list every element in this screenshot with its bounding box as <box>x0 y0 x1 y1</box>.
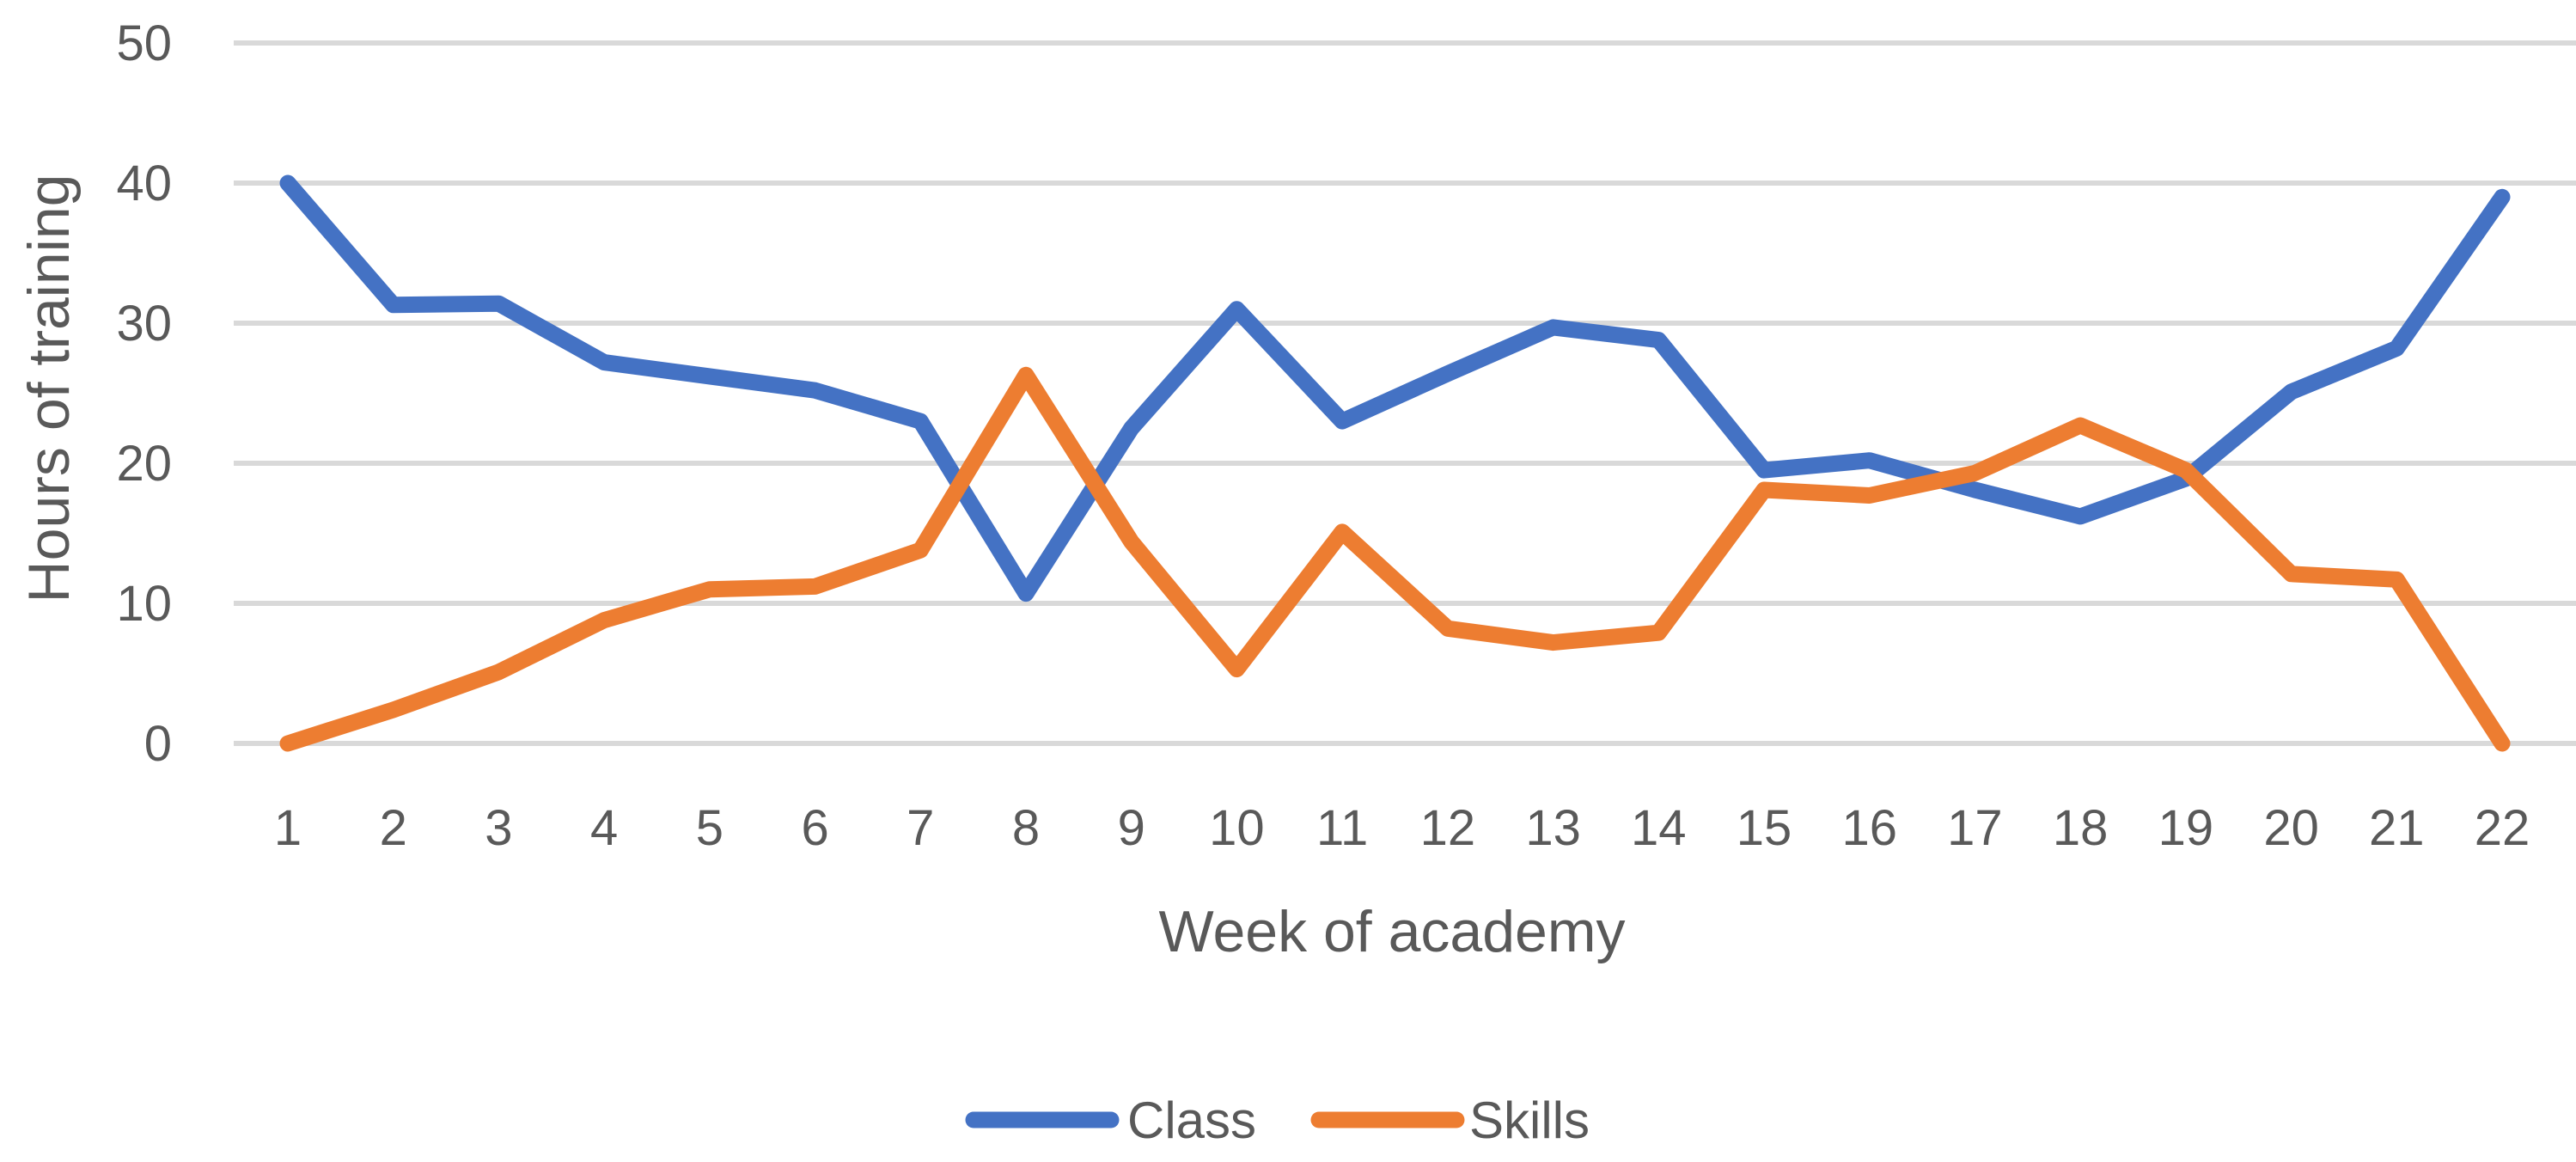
x-tick-label: 9 <box>1118 800 1145 856</box>
series-line-class <box>279 174 2511 602</box>
x-tick-label: 21 <box>2369 800 2425 856</box>
y-tick-label: 50 <box>116 15 172 71</box>
y-axis-tick-labels: 0 10 20 30 40 50 <box>116 15 172 772</box>
x-tick-label: 22 <box>2475 800 2530 856</box>
y-tick-label: 10 <box>116 576 172 632</box>
x-tick-label: 13 <box>1525 800 1581 856</box>
x-tick-label: 8 <box>1012 800 1040 856</box>
x-tick-label: 10 <box>1209 800 1265 856</box>
x-tick-label: 5 <box>696 800 723 856</box>
x-tick-label: 4 <box>590 800 618 856</box>
x-tick-label: 12 <box>1420 800 1476 856</box>
x-tick-label: 2 <box>380 800 407 856</box>
x-tick-label: 11 <box>1316 800 1368 856</box>
x-tick-label: 3 <box>485 800 512 856</box>
legend-label-skills: Skills <box>1469 1092 1590 1149</box>
gridlines <box>234 40 2576 746</box>
x-tick-label: 19 <box>2158 800 2214 856</box>
x-tick-label: 17 <box>1947 800 2003 856</box>
x-tick-label: 16 <box>1841 800 1897 856</box>
y-axis-title: Hours of training <box>16 174 82 603</box>
series-line-skills <box>279 366 2511 752</box>
x-tick-label: 18 <box>2053 800 2109 856</box>
x-axis-title: Week of academy <box>1158 899 1625 964</box>
series-lines <box>279 174 2511 752</box>
x-tick-label: 7 <box>906 800 934 856</box>
x-axis-tick-labels: 1 2 3 4 5 6 7 8 9 10 11 12 13 14 15 16 17 18 19 20 21 22 <box>274 800 2530 856</box>
legend: Class Skills <box>965 1092 1590 1149</box>
x-tick-label: 15 <box>1737 800 1792 856</box>
x-tick-label: 20 <box>2263 800 2319 856</box>
x-tick-label: 6 <box>801 800 828 856</box>
x-tick-label: 14 <box>1631 800 1687 856</box>
x-tick-label: 1 <box>274 800 302 856</box>
y-tick-label: 30 <box>116 296 172 352</box>
y-tick-label: 0 <box>144 716 172 772</box>
y-tick-label: 40 <box>116 156 172 211</box>
y-tick-label: 20 <box>116 436 172 492</box>
legend-label-class: Class <box>1127 1092 1256 1149</box>
